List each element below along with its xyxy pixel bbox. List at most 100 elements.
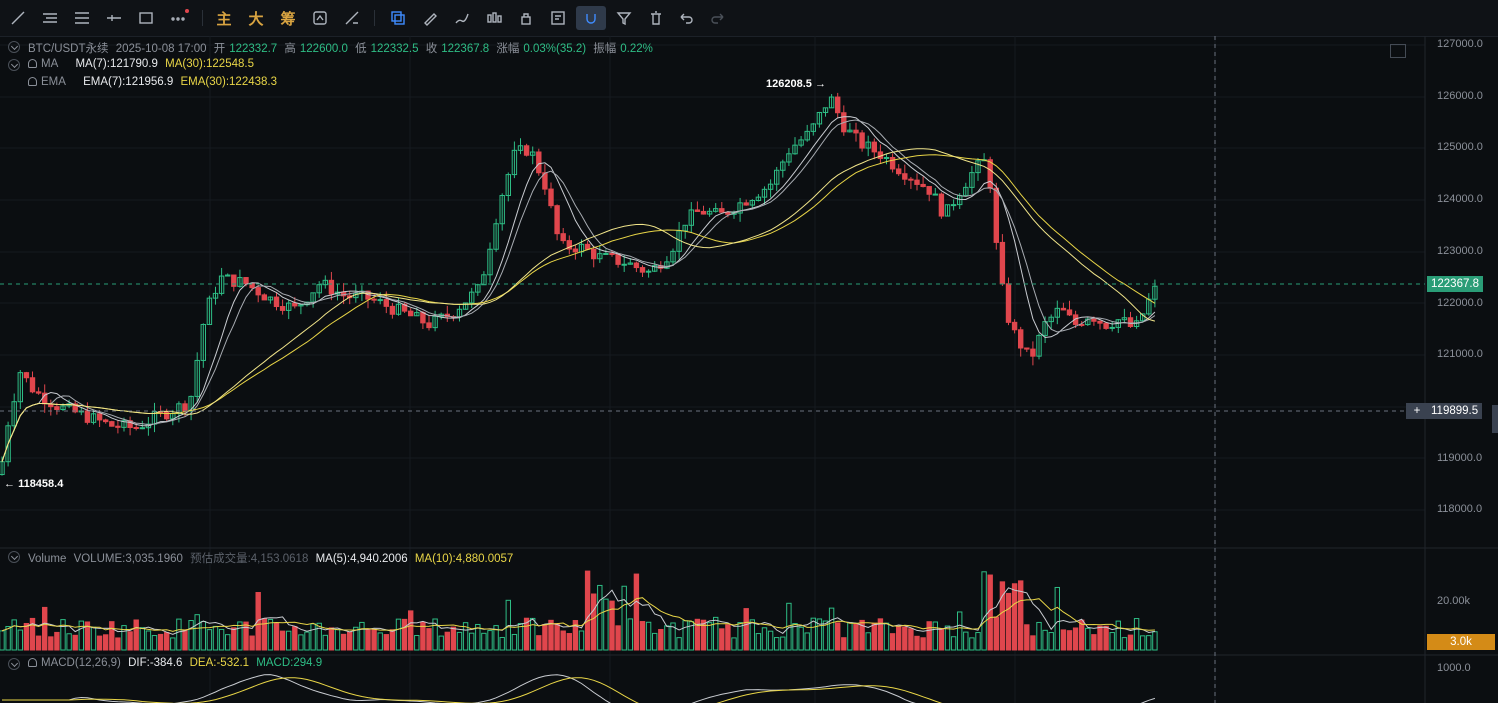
candle-body <box>993 187 999 243</box>
candle-body <box>121 420 127 428</box>
candle-body <box>871 141 877 153</box>
volume-bar <box>432 618 438 651</box>
volume-bar <box>1133 618 1140 651</box>
volume-bar <box>218 628 225 651</box>
brush-icon[interactable] <box>450 6 474 30</box>
volume-bar <box>853 623 859 651</box>
pencil-icon[interactable] <box>418 6 442 30</box>
candle-body <box>615 253 621 265</box>
horizontal-lines-icon[interactable] <box>38 6 62 30</box>
dif-value: DIF:-384.6 <box>128 657 183 669</box>
volume-bar <box>255 592 261 651</box>
collapse-legend-icon[interactable] <box>8 41 20 53</box>
candle-body <box>1060 307 1067 311</box>
horizontal-ray-icon[interactable] <box>102 6 126 30</box>
fullscreen-icon[interactable] <box>1390 44 1406 58</box>
volume-bar <box>60 619 66 651</box>
volume-bar <box>328 627 335 651</box>
volume-bar <box>1036 621 1042 651</box>
collapse-ma-icon[interactable] <box>8 59 20 71</box>
open-label: 开 <box>213 43 226 55</box>
volume-bar <box>164 632 170 651</box>
indicators-icon[interactable] <box>482 6 506 30</box>
candle-body <box>713 208 719 212</box>
candle-body <box>828 96 835 109</box>
collapse-volume-icon[interactable] <box>8 551 20 563</box>
volume-bar <box>639 621 646 651</box>
candle-body <box>377 299 383 302</box>
candle-body <box>35 391 42 394</box>
candle-body <box>1011 321 1018 331</box>
volume-ma5: MA(5):4,940.2006 <box>315 553 408 565</box>
ma-legend: MA MA(7):121790.9 MA(30):122548.5 <box>28 58 258 70</box>
volume-bar <box>151 635 158 651</box>
volume-bar <box>377 632 383 651</box>
chips-button[interactable]: 筹 <box>280 9 296 28</box>
volume-bar <box>658 628 664 651</box>
volume-bar <box>975 632 981 651</box>
volume-bar <box>914 635 920 651</box>
layers-icon[interactable] <box>386 6 410 30</box>
bell-icon[interactable] <box>28 59 37 68</box>
ma-name: MA <box>41 58 59 70</box>
volume-bar <box>822 620 829 651</box>
ma7-line <box>1 116 1156 462</box>
bell-icon[interactable] <box>28 658 37 667</box>
bell-icon[interactable] <box>28 77 37 86</box>
candle-body <box>206 297 213 325</box>
volume-bar <box>462 622 469 651</box>
volume-bar <box>780 636 786 651</box>
parallel-channel-icon[interactable] <box>70 6 94 30</box>
candle-body <box>267 296 274 301</box>
candle-body <box>261 294 268 301</box>
more-icon[interactable] <box>166 6 190 30</box>
candle-body <box>786 153 792 163</box>
volume-bar <box>206 629 213 651</box>
candle-body <box>889 157 896 170</box>
replay-icon[interactable] <box>308 6 332 30</box>
candle-body <box>719 208 725 213</box>
candle-body <box>1109 326 1115 329</box>
candle-body <box>743 202 749 206</box>
crosshair-plus-icon[interactable]: + <box>1406 403 1428 419</box>
volume-bar <box>957 611 963 651</box>
collapse-macd-icon[interactable] <box>8 658 20 670</box>
candle-body <box>200 323 207 361</box>
trend-line-icon[interactable] <box>6 6 30 30</box>
volume-bar <box>365 629 371 651</box>
candle-body <box>383 299 390 307</box>
volume-bar <box>54 631 60 651</box>
rectangle-icon[interactable] <box>134 6 158 30</box>
note-icon[interactable] <box>546 6 570 30</box>
whale-button[interactable]: 大 <box>248 9 264 28</box>
volume-bar <box>426 628 432 651</box>
candle-body <box>865 141 871 149</box>
candle-body <box>96 413 103 421</box>
redo-icon[interactable] <box>706 6 730 30</box>
candle-body <box>688 209 694 226</box>
candle-body <box>749 200 755 206</box>
volume-bar <box>371 629 377 651</box>
main-indicator-button[interactable]: 主 <box>216 9 232 28</box>
price-tick: 119000.0 <box>1437 452 1483 464</box>
lock-icon[interactable] <box>514 6 538 30</box>
undo-icon[interactable] <box>674 6 698 30</box>
candle-body <box>255 287 261 296</box>
measure-icon[interactable] <box>340 6 364 30</box>
candle-body <box>481 274 487 286</box>
macd-tick: 1000.0 <box>1437 662 1471 674</box>
volume-bar <box>938 628 945 651</box>
magnet-icon[interactable] <box>576 6 606 30</box>
time-label: 2025-10-08 17:00 <box>115 43 207 55</box>
trash-icon[interactable] <box>644 6 668 30</box>
volume-bar <box>96 635 103 651</box>
price-chart[interactable] <box>0 36 1498 703</box>
candle-body <box>926 186 932 195</box>
filter-icon[interactable] <box>612 6 636 30</box>
volume-bar <box>267 618 274 651</box>
candle-body <box>139 427 146 430</box>
volume-bar <box>798 626 804 651</box>
candle-body <box>1121 317 1128 321</box>
volume-bar <box>926 621 932 651</box>
candle-body <box>1097 320 1103 324</box>
